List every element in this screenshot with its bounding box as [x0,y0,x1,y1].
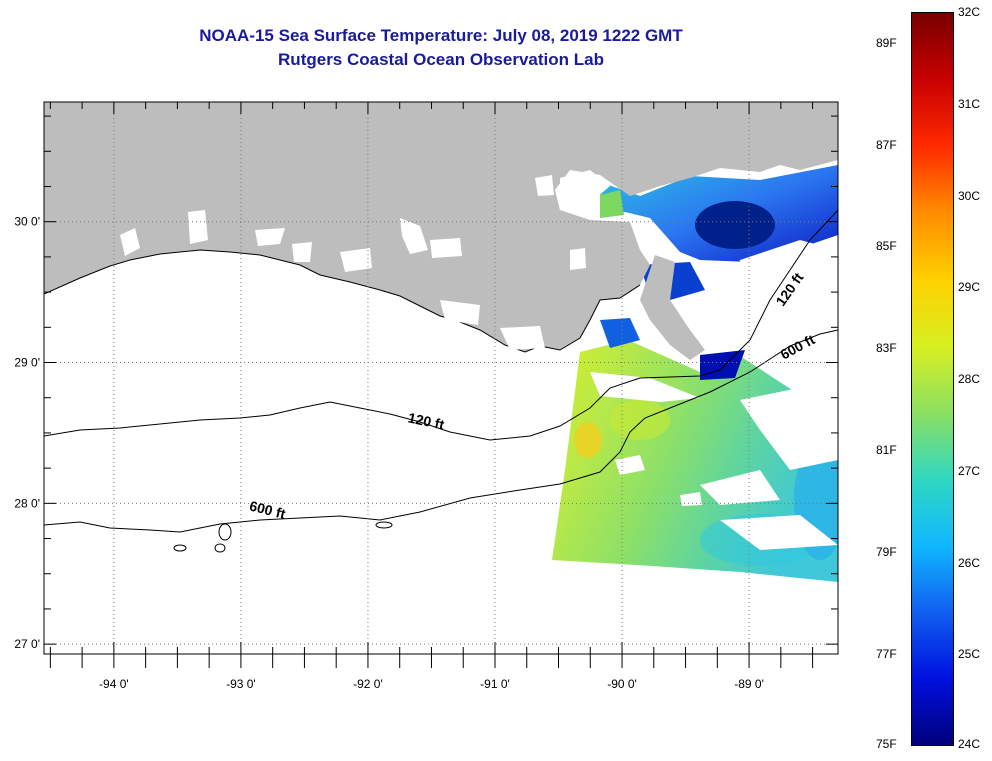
colorbar-celsius-label: 31C [958,96,981,111]
colorbar-celsius-label: 28C [958,372,981,386]
contour-islands [173,521,393,553]
contour-120ft-west [44,209,838,441]
colorbar-fahrenheit-label: 77F [876,647,897,662]
inland-lakes [120,170,610,350]
colorbar-fahrenheit-label: 75F [876,737,897,751]
colorbar-fahrenheit-label: 79F [876,545,897,560]
lon-tick-label: -93 0' [226,677,256,691]
colorbar-celsius-label: 32C [958,5,981,19]
colorbar-fahrenheit-label: 85F [876,239,897,254]
colorbar-celsius-label: 30C [958,188,981,203]
map-frame [43,101,839,655]
map-subtitle: Rutgers Coastal Ocean Observation Lab [278,50,604,69]
coastline [44,249,641,353]
graticule [44,102,838,654]
nearshore-sst [600,165,838,380]
lon-tick-label: -92 0' [353,677,383,691]
lon-tick-label: -94 0' [99,677,129,691]
lat-tick-label: 30 0' [14,215,40,229]
colorbar-fahrenheit-label: 87F [876,137,897,152]
land-mass [44,102,838,352]
axis-tick-labels: -94 0' -93 0' -92 0' -91 0' -90 0' -89 0' 30 0… [14,215,764,691]
colorbar-fahrenheit-label: 81F [876,443,897,458]
colorbar-celsius-label: 27C [958,463,981,478]
colorbar-celsius-label: 29C [958,280,981,295]
mississippi-delta [640,255,705,360]
lat-tick-label: 28 0' [14,496,40,510]
lon-tick-label: -90 0' [607,677,637,691]
colorbar-celsius-label: 25C [958,647,981,662]
lon-tick-label: -91 0' [480,677,510,691]
colorbar-celsius-label: 24C [958,737,981,751]
colorbar-fahrenheit-label: 89F [876,35,897,50]
colorbar-fahrenheit-label: 83F [876,341,897,356]
lat-tick-label: 27 0' [14,637,40,651]
colorbar-celsius-label: 26C [958,555,981,570]
temperature-colorbar [911,12,954,746]
sst-swath [552,340,838,582]
lat-tick-label: 29 0' [14,356,40,370]
map-title: NOAA-15 Sea Surface Temperature: July 08… [199,26,683,45]
contour-label: 120 ft [407,409,446,432]
axis-ticks [44,102,838,668]
lon-tick-label: -89 0' [734,677,764,691]
